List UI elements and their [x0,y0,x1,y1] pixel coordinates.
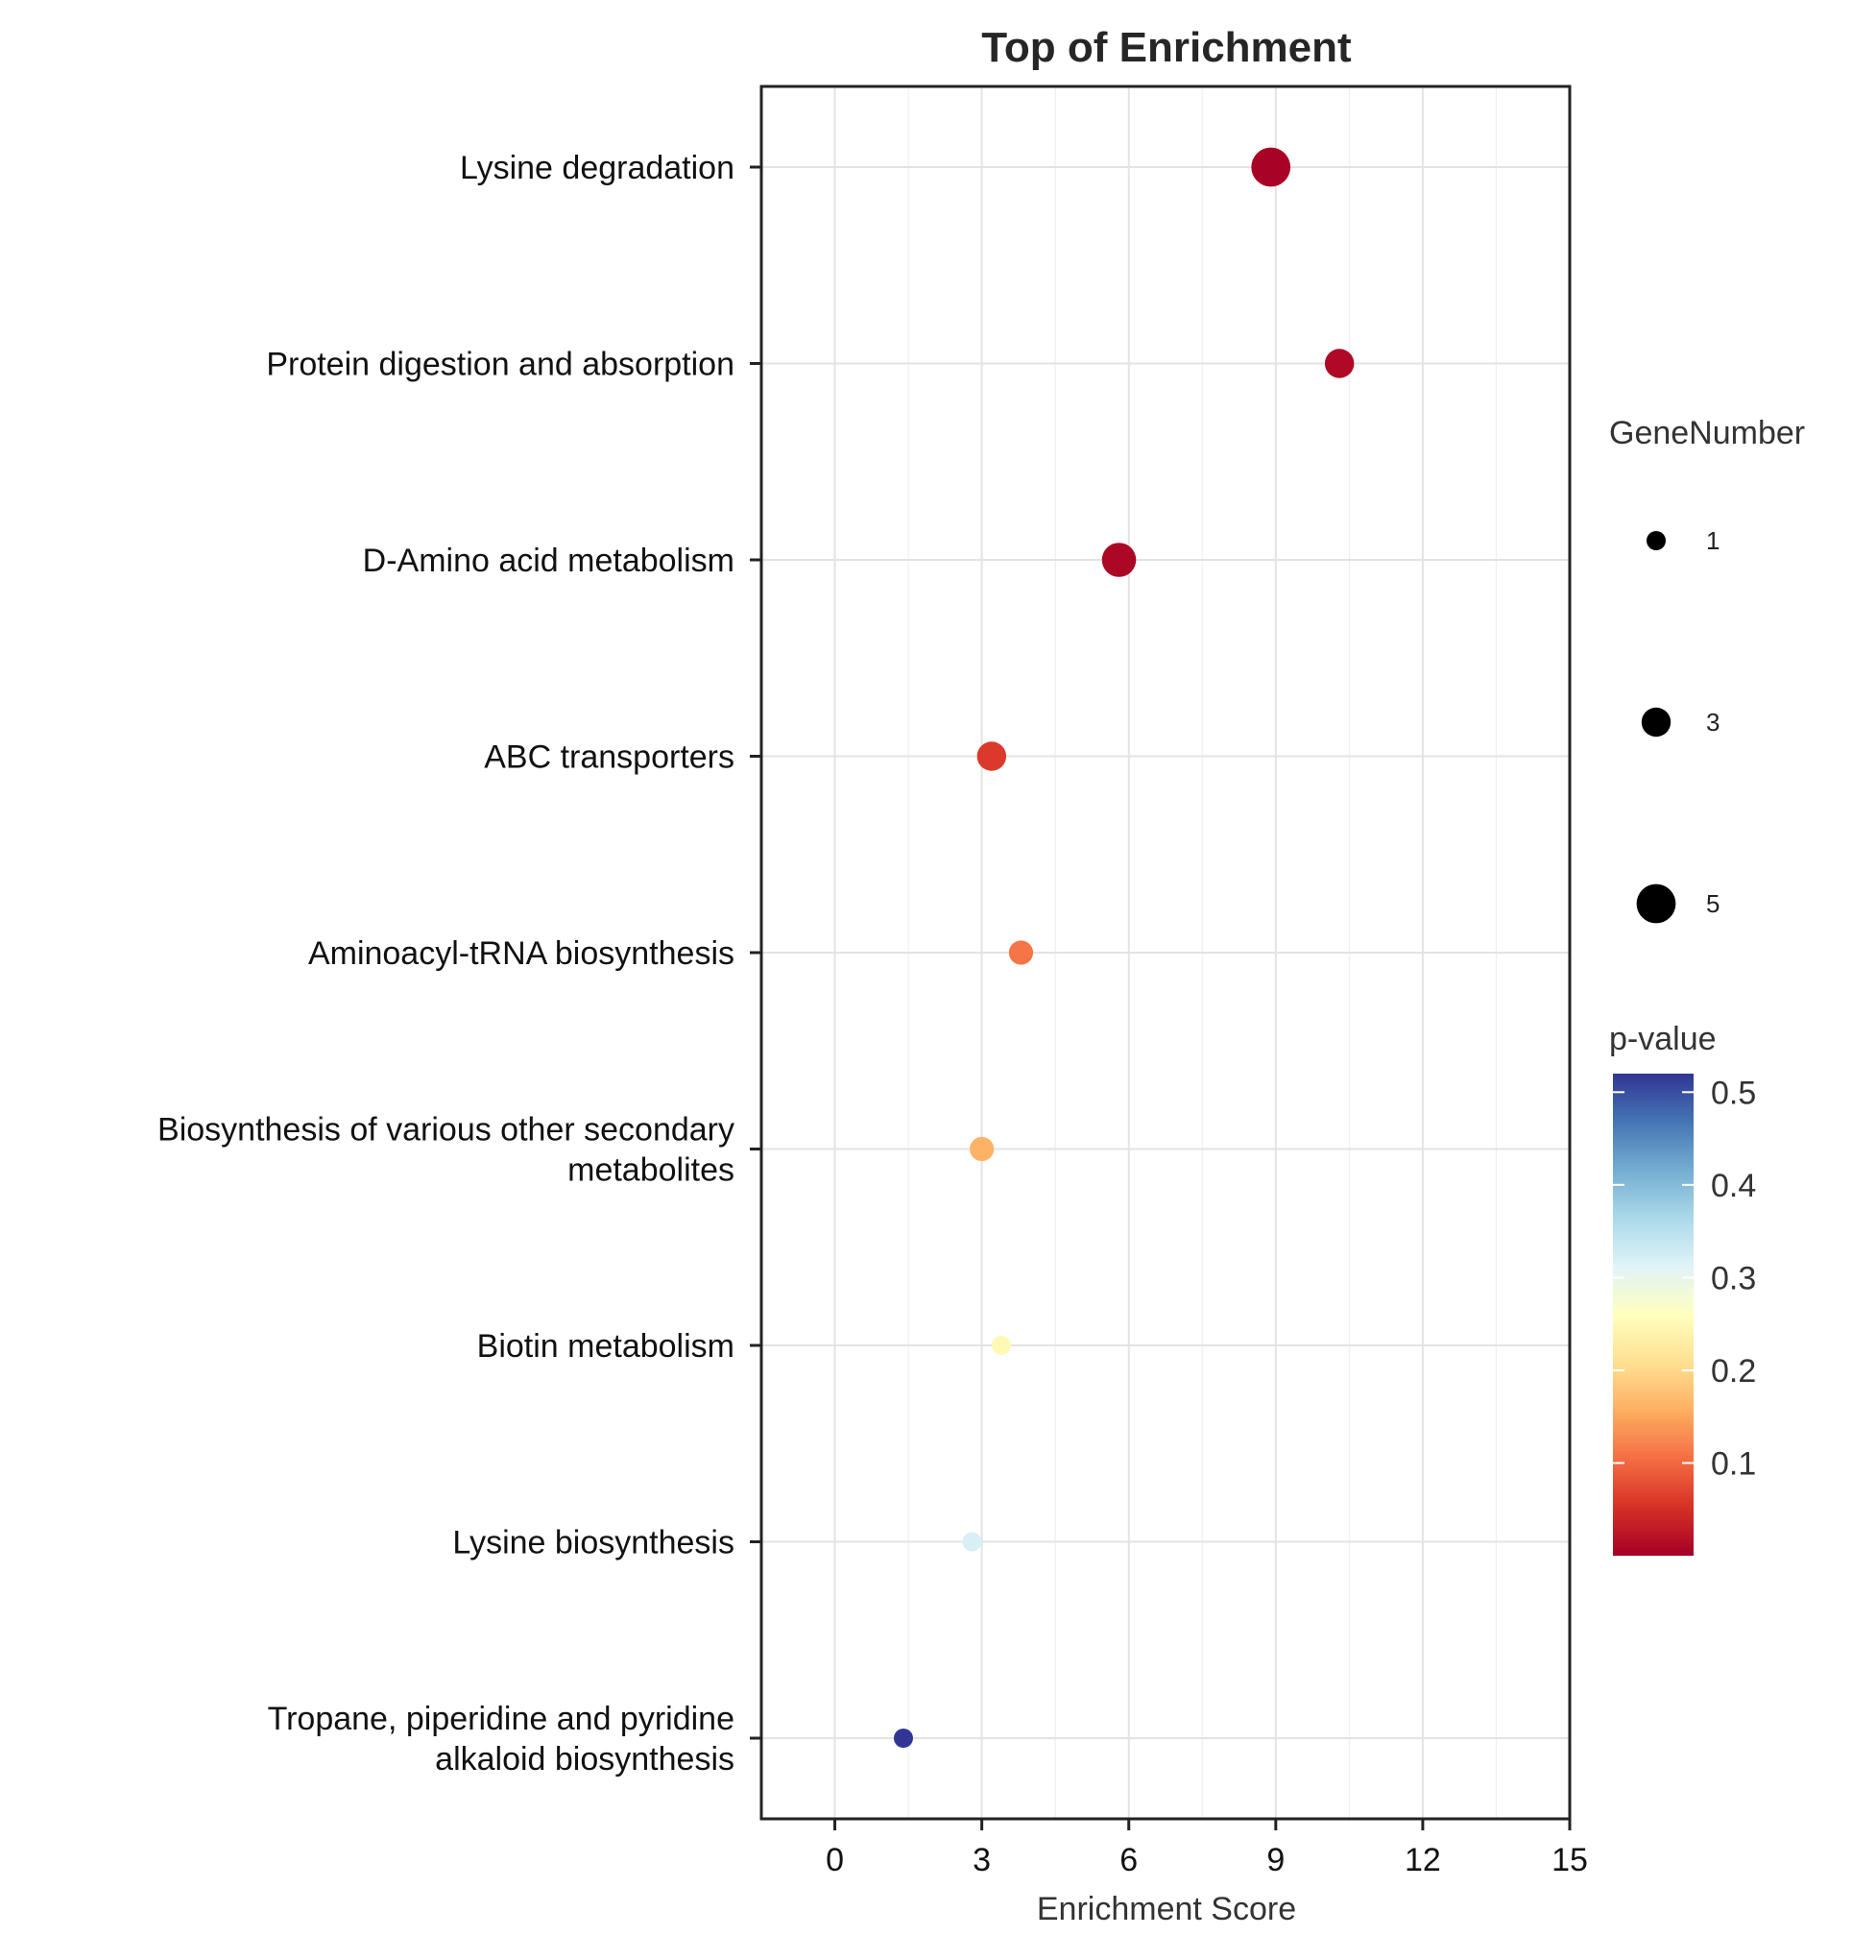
p-value-legend: p-value 0.1 0.2 0.3 0.4 0.5 [1609,1021,1756,1556]
y-tick-label: Tropane, piperidine and pyridine [268,1701,734,1737]
data-point [992,1336,1012,1355]
y-tick-label: Lysine degradation [460,150,734,186]
p-value-legend-title: p-value [1609,1021,1717,1057]
x-tick-label: 0 [826,1842,844,1878]
size-legend-label: 5 [1706,889,1720,918]
gene-number-legend-title: GeneNumber [1609,415,1805,451]
data-point [1324,349,1355,378]
grid [760,86,1571,1819]
gene-number-legend: GeneNumber 1 3 5 [1609,415,1805,924]
y-tick-label: Aminoacyl-tRNA biosynthesis [308,935,734,972]
data-point [976,741,1007,771]
size-legend-label: 3 [1706,708,1720,737]
colorbar-tick-label: 0.2 [1711,1353,1756,1390]
data-point [1101,543,1137,577]
data-point [1251,147,1291,187]
colorbar-tick-label: 0.5 [1711,1075,1756,1111]
y-tick-label: Biosynthesis of various other secondary [157,1112,734,1149]
y-tick-label: D-Amino acid metabolism [363,543,734,579]
y-tick-label: Lysine biosynthesis [452,1525,734,1561]
size-legend-dot [1636,883,1676,924]
y-tick-label: Protein digestion and absorption [266,347,734,383]
y-tick-label: alkaloid biosynthesis [435,1741,734,1778]
data-points [893,147,1355,1748]
colorbar-tick-label: 0.3 [1711,1260,1756,1296]
x-tick-label: 3 [973,1842,991,1878]
size-legend-dot [1647,531,1666,550]
colorbar-tick-label: 0.1 [1711,1445,1756,1482]
colorbar-tick-label: 0.4 [1711,1168,1756,1204]
x-tick-label: 9 [1266,1842,1285,1878]
size-legend-dot [1641,707,1672,738]
data-point [1008,940,1034,965]
x-axis: 0 3 6 9 12 15 [826,1819,1588,1878]
data-point [962,1532,982,1552]
data-point [893,1729,913,1748]
chart-title: Top of Enrichment [981,24,1352,71]
x-tick-label: 12 [1405,1842,1441,1878]
y-tick-label: Biotin metabolism [477,1328,734,1365]
p-value-colorbar [1613,1074,1694,1556]
x-axis-label: Enrichment Score [1037,1891,1296,1927]
y-tick-label: metabolites [567,1152,734,1189]
data-point [970,1136,995,1162]
x-tick-label: 6 [1119,1842,1138,1878]
x-tick-label: 15 [1551,1842,1588,1878]
y-axis: Lysine degradation Protein digestion and … [157,150,761,1778]
size-legend-label: 1 [1706,526,1720,555]
y-tick-label: ABC transporters [484,739,734,776]
